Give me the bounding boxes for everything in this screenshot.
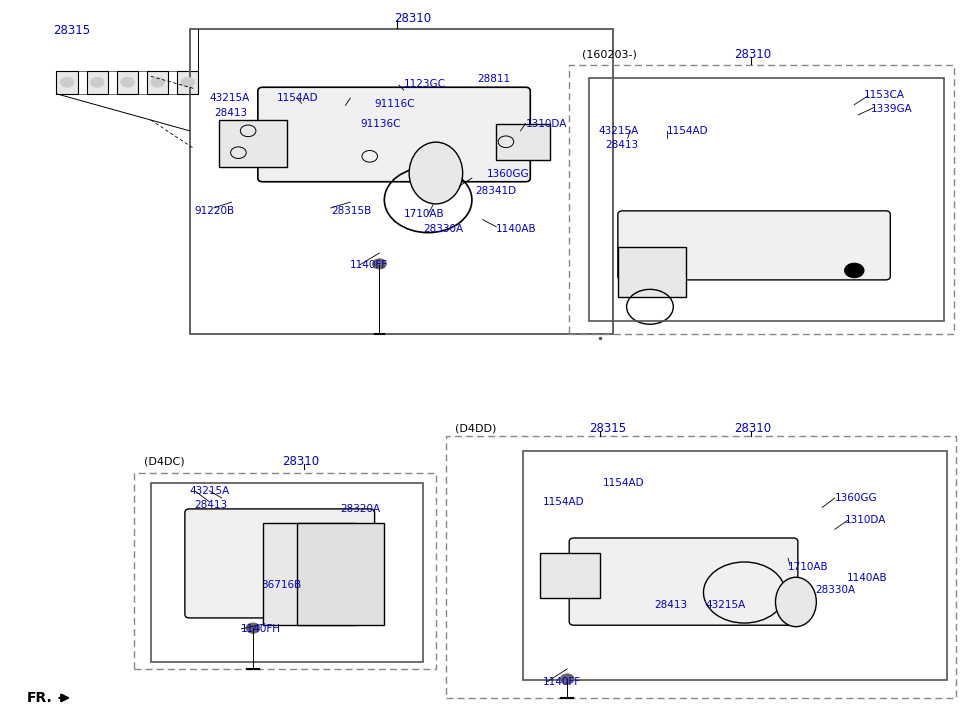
Bar (177, 71, 198, 94)
Text: 28330A: 28330A (423, 224, 463, 234)
Text: 1154AD: 1154AD (543, 497, 585, 507)
Text: (D4DC): (D4DC) (144, 457, 185, 467)
Circle shape (373, 259, 386, 269)
Circle shape (246, 623, 260, 633)
Text: 28310: 28310 (735, 422, 772, 435)
Text: 1140FH: 1140FH (241, 624, 281, 634)
Text: 28811: 28811 (477, 73, 510, 84)
FancyBboxPatch shape (185, 509, 375, 618)
Text: 28315: 28315 (589, 422, 626, 435)
Circle shape (90, 77, 104, 87)
Text: 1140FF: 1140FF (543, 677, 581, 687)
Bar (87, 71, 108, 94)
Text: 1710AB: 1710AB (404, 209, 445, 220)
Text: 28315B: 28315B (331, 206, 371, 216)
Bar (219, 120, 287, 167)
Text: 28315: 28315 (54, 24, 90, 37)
Bar (618, 247, 686, 297)
Text: 1310DA: 1310DA (525, 119, 567, 129)
Text: 28310: 28310 (394, 12, 431, 25)
Text: 43215A: 43215A (209, 93, 249, 103)
Text: 1360GG: 1360GG (835, 493, 878, 503)
Text: 1310DA: 1310DA (845, 515, 886, 525)
Circle shape (121, 77, 134, 87)
Circle shape (60, 77, 74, 87)
Text: 43215A: 43215A (190, 486, 230, 496)
Text: 1154AD: 1154AD (603, 478, 645, 489)
Bar (496, 124, 550, 160)
FancyBboxPatch shape (569, 538, 798, 625)
Bar (523, 451, 947, 680)
Bar (540, 553, 600, 598)
Text: 91116C: 91116C (375, 99, 415, 109)
Text: 28413: 28413 (654, 600, 687, 610)
Text: 1154AD: 1154AD (667, 126, 708, 136)
Text: 1123GC: 1123GC (404, 79, 446, 89)
Text: 28310: 28310 (282, 455, 319, 468)
Bar (117, 71, 138, 94)
FancyBboxPatch shape (258, 87, 530, 182)
Text: 1360GG: 1360GG (486, 169, 529, 180)
Circle shape (181, 77, 195, 87)
Text: (D4DD): (D4DD) (455, 424, 497, 434)
Text: 28330A: 28330A (815, 585, 855, 595)
Circle shape (151, 77, 164, 87)
Text: 43215A: 43215A (705, 600, 745, 610)
Text: 28413: 28413 (214, 108, 247, 118)
Bar (134, 473, 436, 669)
Text: 28341D: 28341D (475, 186, 516, 196)
Text: 36716B: 36716B (261, 580, 301, 590)
Bar (569, 65, 954, 334)
Text: 28320A: 28320A (341, 504, 380, 514)
Text: 1140AB: 1140AB (496, 224, 537, 234)
FancyBboxPatch shape (618, 211, 890, 280)
Bar (151, 483, 423, 662)
Circle shape (560, 674, 574, 684)
Text: 1154AD: 1154AD (277, 93, 319, 103)
Bar (56, 71, 78, 94)
Text: 91136C: 91136C (360, 119, 401, 129)
Text: 1140AB: 1140AB (847, 573, 887, 583)
Bar (263, 523, 355, 625)
Bar (446, 436, 956, 698)
Bar (147, 71, 168, 94)
Text: 28310: 28310 (735, 48, 772, 61)
Bar (589, 78, 944, 321)
Text: 1339GA: 1339GA (871, 104, 913, 114)
Text: FR.: FR. (27, 691, 53, 705)
Ellipse shape (409, 142, 463, 204)
Text: 1153CA: 1153CA (864, 89, 905, 100)
Ellipse shape (775, 577, 816, 627)
Text: (160203-): (160203-) (582, 49, 636, 60)
Circle shape (845, 263, 864, 278)
Bar (297, 523, 384, 625)
Text: 91220B: 91220B (195, 206, 234, 216)
Text: 28413: 28413 (605, 140, 638, 150)
Text: 28413: 28413 (195, 500, 228, 510)
Text: 1140FF: 1140FF (350, 260, 388, 270)
Text: 1710AB: 1710AB (788, 562, 829, 572)
Text: 43215A: 43215A (598, 126, 638, 136)
Bar (190, 29, 613, 334)
